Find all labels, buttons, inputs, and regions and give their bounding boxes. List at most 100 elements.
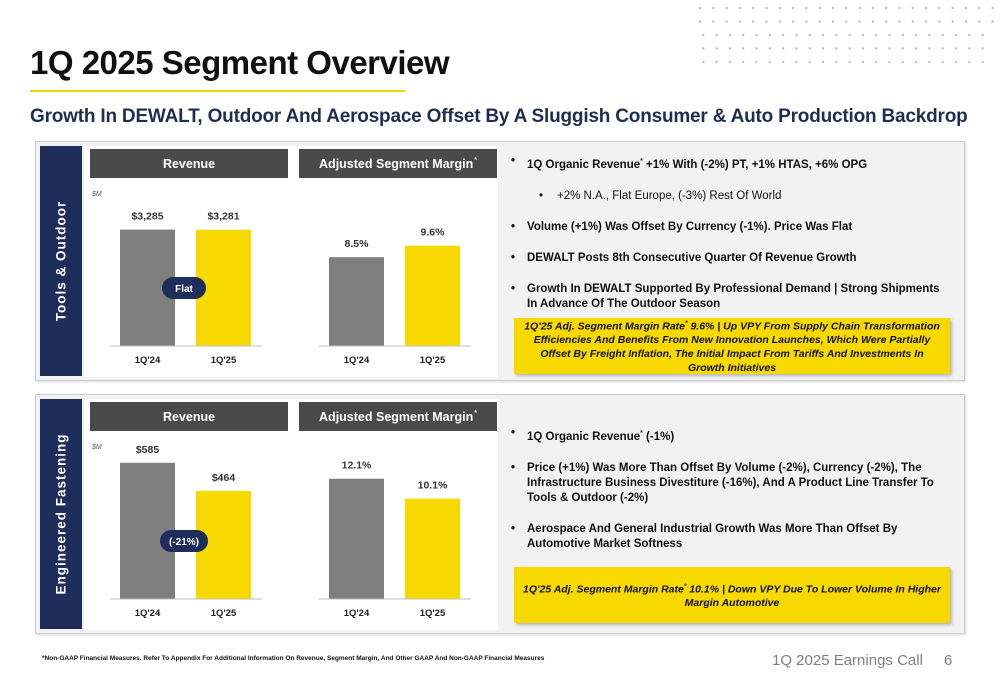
decor-dot	[831, 20, 835, 23]
charts-area: Revenue Adjusted Segment Margin * $M $585 1…	[84, 399, 498, 630]
decor-dot	[941, 60, 944, 64]
decor-dot	[968, 60, 971, 64]
decor-dot	[885, 6, 888, 10]
decor-dot	[888, 33, 891, 37]
bar-1Q'25	[405, 498, 460, 599]
data-label: 8.5%	[345, 238, 370, 250]
decor-dot	[871, 6, 875, 10]
decor-dot	[885, 20, 888, 23]
revenue-header: Revenue	[90, 149, 288, 178]
decor-dot	[928, 33, 931, 37]
bar-1Q'25	[405, 245, 460, 346]
decor-dot	[991, 20, 994, 23]
decor-dot	[901, 33, 904, 37]
margin-chart: 12.1% 1Q'24 10.1% 1Q'25	[319, 460, 471, 619]
data-label: $3,285	[131, 211, 163, 223]
bullet-item: Aerospace And General Industrial Growth …	[509, 522, 949, 552]
bullet-item: 1Q Organic Revenue* (-1%)	[509, 426, 949, 445]
decor-dot	[702, 33, 705, 37]
decor-dot	[861, 47, 865, 50]
margin-callout: 1Q'25 Adj. Segment Margin Rate* 9.6% | U…	[514, 318, 950, 374]
page-subtitle: Growth In DEWALT, Outdoor And Aerospace …	[30, 106, 968, 127]
decor-dot	[941, 33, 944, 37]
decor-dot	[835, 47, 838, 50]
unit-label: $M	[91, 191, 102, 198]
decor-dot	[742, 60, 745, 64]
decor-dot	[911, 20, 914, 23]
decor-dot	[698, 20, 702, 23]
decor-dot	[845, 20, 848, 23]
margin-callout: 1Q'25 Adj. Segment Margin Rate* 10.1% | …	[514, 567, 950, 623]
bullet-item: Growth In DEWALT Supported By Profession…	[509, 282, 949, 312]
callout-text: 1Q'25 Adj. Segment Margin Rate* 10.1% | …	[523, 582, 941, 610]
segment-name: Tools & Outdoor	[53, 200, 69, 322]
decor-dot	[725, 20, 728, 23]
decor-dot	[725, 6, 728, 10]
decor-dot	[938, 20, 941, 23]
segment-name: Engineered Fastening	[53, 433, 69, 595]
bullet-item: Price (+1%) Was More Than Offset By Volu…	[509, 461, 949, 506]
decor-dot	[978, 6, 981, 10]
decor-dot	[702, 60, 705, 64]
decor-dot	[765, 6, 768, 10]
decor-dot	[712, 6, 715, 10]
decor-dot	[755, 47, 758, 50]
decor-dot	[888, 60, 891, 64]
decor-dot	[848, 33, 851, 37]
data-label: 10.1%	[418, 480, 448, 492]
revenue-header: Revenue	[90, 402, 288, 431]
growth-badge-label: (-21%)	[169, 537, 199, 548]
decor-dot	[981, 33, 984, 37]
category-label: 1Q'24	[344, 355, 370, 366]
decor-dot	[715, 60, 718, 64]
category-label: 1Q'24	[135, 355, 161, 366]
decor-dot	[742, 33, 745, 37]
category-label: 1Q'25	[420, 355, 446, 366]
decor-dot	[781, 33, 785, 37]
decor-dot	[778, 6, 781, 10]
commentary-bullets: 1Q Organic Revenue* (-1%) Price (+1%) Was…	[509, 426, 949, 552]
decor-dot	[981, 60, 984, 64]
commentary-bullets: 1Q Organic Revenue* +1% With (-2%) PT, +…	[509, 154, 949, 312]
decor-dot	[835, 33, 838, 37]
data-label: 12.1%	[342, 460, 372, 472]
category-label: 1Q'24	[135, 608, 161, 619]
data-label: $3,281	[207, 211, 239, 223]
bar-1Q'24	[329, 478, 384, 599]
decor-dot	[818, 6, 821, 10]
callout-text: 1Q'25 Adj. Segment Margin Rate* 9.6% | U…	[524, 319, 940, 375]
decor-dot	[938, 6, 941, 10]
decor-dot	[715, 33, 718, 37]
growth-badge	[160, 530, 208, 552]
decor-dot	[978, 20, 981, 23]
decor-dot	[991, 6, 994, 10]
unit-label: $M	[91, 444, 102, 451]
decor-dot	[928, 47, 931, 50]
decor-dot	[821, 60, 825, 64]
charts-area: Revenue Adjusted Segment Margin * $M $3,28…	[84, 146, 498, 377]
decor-dot	[914, 33, 918, 37]
decor-dot	[914, 47, 918, 50]
decor-dot	[901, 60, 904, 64]
decor-dot	[755, 60, 758, 64]
decor-dot	[888, 47, 891, 50]
decor-dot	[728, 33, 732, 37]
page-title: 1Q 2025 Segment Overview	[30, 44, 450, 81]
data-label: $585	[136, 444, 160, 456]
decor-dot	[858, 20, 861, 23]
decor-dot	[795, 47, 798, 50]
decor-dot	[981, 47, 984, 50]
decor-dot	[795, 60, 798, 64]
decor-dot	[871, 20, 875, 23]
footnote: *Non-GAAP Financial Measures. Refer To A…	[42, 655, 545, 662]
decorative-dot-grid	[698, 6, 994, 64]
decor-dot	[898, 6, 901, 10]
decor-dot	[715, 47, 718, 50]
margin-header: Adjusted Segment Margin *	[299, 149, 497, 178]
decor-dot	[954, 60, 958, 64]
decor-dot	[964, 20, 968, 23]
decor-dot	[954, 33, 958, 37]
category-label: 1Q'25	[211, 608, 237, 619]
title-underline	[30, 90, 405, 92]
revenue-chart: $M $585 1Q'24 $464 1Q'25 (-21%)	[91, 444, 262, 619]
